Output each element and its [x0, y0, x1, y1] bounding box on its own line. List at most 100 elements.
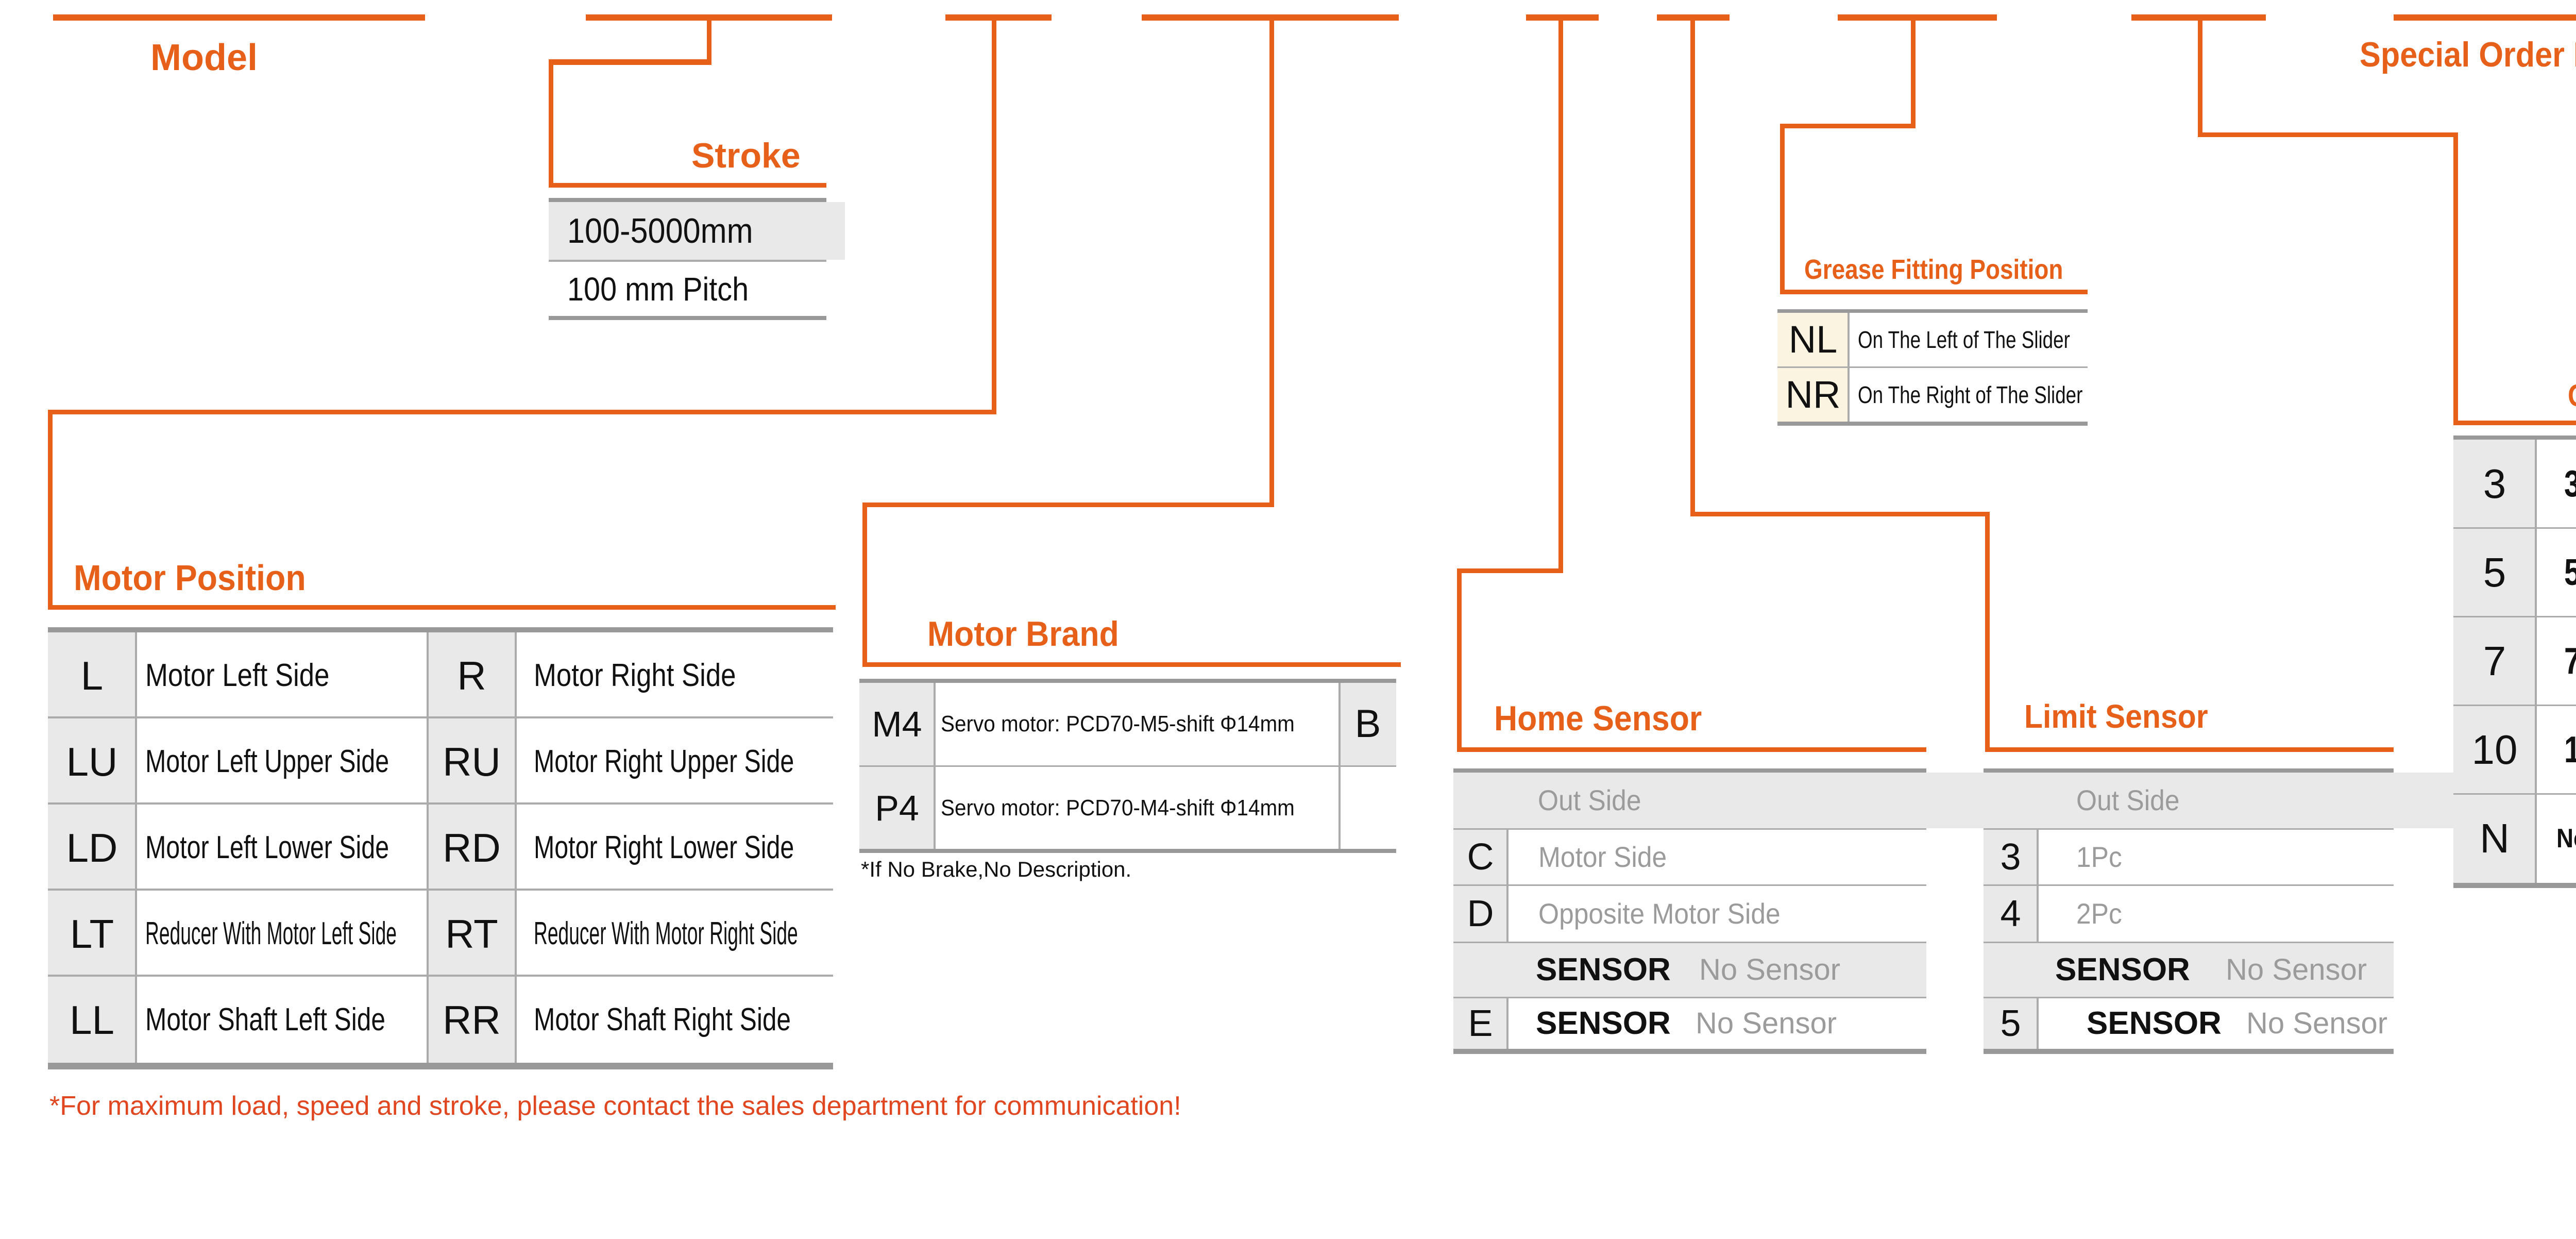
- motor-position-connector-line: [992, 20, 996, 411]
- motor-position-label: Motor Position: [74, 558, 306, 598]
- motor-position-tick: [945, 14, 1052, 21]
- code-cell: P4: [859, 767, 935, 849]
- home-sensor-connector-line: [1558, 20, 1563, 571]
- motor-brand-table: M4 Servo motor: PCD70-M5-shift Φ14mm B P…: [859, 679, 1396, 853]
- desc-cell: 5:1: [2536, 528, 2576, 617]
- sensor-label: SENSOR: [1536, 952, 1671, 987]
- table-row: 100 mm Pitch: [567, 270, 749, 308]
- code-cell: LL: [48, 977, 136, 1063]
- desc-cell: Servo motor: PCD70-M4-shift Φ14mm: [941, 795, 1295, 821]
- desc-cell: Reducer With Motor Right Side: [534, 915, 798, 951]
- stroke-connector-line: [549, 59, 711, 65]
- sensor-label: SENSOR: [2087, 1006, 2222, 1041]
- motor-brand-tick: [1142, 14, 1399, 21]
- motor-position-connector-line: [48, 410, 996, 414]
- sensor-row: [1453, 943, 1926, 997]
- desc-cell: Motor Shaft Right Side: [534, 1001, 791, 1037]
- gearbox-ratio-table: 3 3:1 5 5:1 7 7:1 10 10:1 N None Gearbox…: [2453, 436, 2576, 888]
- home-sensor-table: Out Side C Motor Side D Opposite Motor S…: [1453, 768, 2011, 1054]
- no-sensor-label: No Sensor: [1699, 953, 1841, 986]
- code-cell: RD: [428, 805, 516, 891]
- gearbox-connector-line: [2453, 136, 2458, 423]
- grease-fitting-table: NL On The Left of The Slider NR On The R…: [1777, 309, 2088, 426]
- code-cell: E: [1453, 998, 1507, 1049]
- limit-sensor-connector-line: [1690, 20, 1695, 514]
- desc-cell: Motor Right Side: [534, 657, 736, 693]
- desc-cell: On The Left of The Slider: [1858, 326, 2070, 353]
- gearbox-underline: [2453, 421, 2576, 425]
- desc-cell: 10:1: [2536, 706, 2576, 794]
- grease-underline: [1780, 290, 2088, 294]
- table-row: 100-5000mm: [549, 202, 845, 260]
- desc-cell: 7:1: [2536, 617, 2576, 706]
- desc-cell: Motor Shaft Left Side: [145, 1001, 385, 1037]
- code-cell: 7: [2453, 617, 2536, 706]
- grease-connector-line: [1780, 127, 1785, 292]
- brake-cell: [1340, 767, 1396, 849]
- home-sensor-connector-line: [1457, 568, 1563, 573]
- code-cell: C: [1453, 830, 1507, 884]
- limit-sensor-underline: [1985, 747, 2394, 752]
- desc-cell: Motor Left Lower Side: [145, 829, 389, 865]
- motor-brand-connector-line: [862, 503, 1274, 507]
- code-cell: L: [48, 632, 136, 718]
- footnote: *For maximum load, speed and stroke, ple…: [49, 1091, 1181, 1121]
- code-cell: R: [428, 632, 516, 718]
- code-cell: NL: [1777, 313, 1849, 366]
- desc-cell: None Gearbox Type: [2556, 824, 2576, 853]
- stroke-table: 100-5000mm 100 mm Pitch: [549, 198, 845, 320]
- motor-brand-connector-line: [862, 506, 867, 664]
- no-sensor-label: No Sensor: [2226, 953, 2367, 986]
- desc-cell: Reducer With Motor Left Side: [145, 915, 397, 951]
- code-cell: 3: [1984, 830, 2038, 884]
- sensor-label: SENSOR: [2055, 952, 2190, 987]
- code-cell: 10: [2453, 706, 2536, 794]
- code-cell: 5: [1984, 998, 2038, 1049]
- stroke-underline: [549, 183, 826, 188]
- code-cell: M4: [859, 683, 935, 765]
- home-sensor-underline: [1457, 747, 1926, 752]
- header-row: Out Side: [1453, 773, 2011, 828]
- limit-sensor-label: Limit Sensor: [2024, 698, 2208, 735]
- grease-connector-line: [1780, 124, 1916, 128]
- sensor-label: SENSOR: [1536, 1006, 1671, 1041]
- gearbox-tick: [2131, 14, 2266, 21]
- brake-cell: B: [1340, 683, 1396, 765]
- model-tick: [53, 14, 425, 21]
- code-cell: N: [2453, 794, 2536, 883]
- motor-brand-connector-line: [1269, 20, 1274, 505]
- desc-cell: 2Pc: [2076, 897, 2122, 930]
- brand-note: *If No Brake,No Description.: [861, 857, 1132, 881]
- desc-cell: Motor Left Side: [145, 657, 330, 693]
- model-label: Model: [150, 37, 258, 78]
- desc-cell: Opposite Motor Side: [1538, 897, 1781, 930]
- code-cell: 3: [2453, 440, 2536, 528]
- stroke-connector-line: [707, 20, 711, 64]
- stroke-label: Stroke: [691, 136, 801, 175]
- home-sensor-connector-line: [1457, 572, 1462, 749]
- motor-brand-label: Motor Brand: [927, 614, 1119, 654]
- code-cell: NR: [1777, 368, 1849, 422]
- motor-position-underline: [48, 605, 836, 610]
- stroke-tick: [586, 14, 832, 21]
- header-row: Out Side: [1984, 773, 2486, 828]
- special-order-tick: [2394, 14, 2576, 21]
- code-cell: LU: [48, 718, 136, 805]
- desc-cell: Motor Right Lower Side: [534, 829, 794, 865]
- code-cell: RU: [428, 718, 516, 805]
- home-sensor-tick: [1526, 14, 1599, 21]
- motor-position-connector-line: [48, 413, 53, 606]
- limit-sensor-tick: [1657, 14, 1730, 21]
- gearbox-connector-line: [2198, 132, 2458, 137]
- desc-cell: 3:1: [2536, 440, 2576, 528]
- limit-sensor-table: Out Side 3 1Pc 4 2Pc SENSOR No Sensor 5 …: [1984, 768, 2486, 1054]
- grease-fitting-label: Grease Fitting Position: [1804, 254, 2063, 285]
- grease-connector-line: [1911, 20, 1916, 126]
- grease-fitting-tick: [1838, 14, 1997, 21]
- code-cell: 5: [2453, 528, 2536, 617]
- desc-cell: Servo motor: PCD70-M5-shift Φ14mm: [941, 711, 1295, 736]
- code-cell: 4: [1984, 886, 2038, 942]
- desc-cell: Motor Side: [1538, 841, 1667, 873]
- desc-cell: 1Pc: [2076, 841, 2122, 873]
- limit-sensor-connector-line: [1985, 515, 1990, 749]
